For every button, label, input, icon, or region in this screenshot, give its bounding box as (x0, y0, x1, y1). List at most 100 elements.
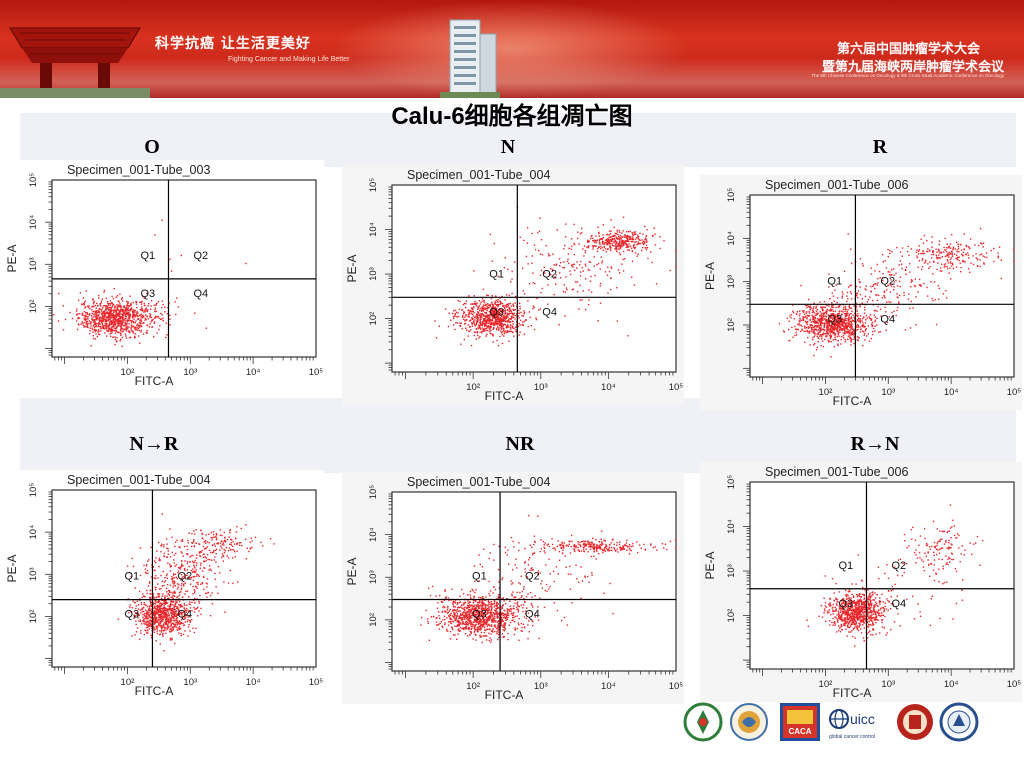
event-dot (499, 335, 501, 338)
event-dot (480, 318, 482, 320)
event-dot (136, 323, 139, 325)
event-dot (645, 237, 647, 240)
event-dot (139, 598, 141, 600)
event-dot (806, 311, 808, 313)
event-dot (593, 240, 595, 242)
event-dot (223, 544, 225, 546)
event-dot (835, 321, 837, 323)
event-dot (166, 334, 168, 336)
event-dot (100, 310, 103, 312)
event-dot (180, 612, 183, 614)
event-dot (599, 243, 601, 245)
event-dot (99, 325, 101, 328)
event-dot (638, 243, 640, 245)
event-dot (77, 316, 80, 319)
event-dot (106, 316, 108, 318)
event-dot (82, 324, 84, 326)
event-dot (133, 309, 135, 311)
event-dot (858, 317, 860, 319)
event-dot (595, 242, 597, 244)
event-dot (532, 282, 534, 284)
slogan-chinese: 科学抗癌 让生活更美好 (155, 36, 311, 52)
event-dot (156, 316, 158, 318)
event-dot (139, 314, 141, 316)
event-dot (168, 594, 171, 596)
event-dot (834, 334, 836, 336)
event-dot (447, 325, 450, 328)
event-dot (831, 326, 833, 329)
event-dot (486, 320, 488, 323)
event-dot (587, 268, 589, 271)
event-dot (230, 544, 232, 546)
event-dot (565, 287, 568, 289)
event-dot (834, 327, 837, 329)
event-dot (512, 323, 514, 325)
event-dot (76, 328, 79, 331)
event-dot (486, 305, 488, 308)
event-dot (509, 307, 511, 309)
event-dot (86, 324, 89, 326)
event-dot (497, 317, 499, 319)
event-dot (167, 609, 169, 611)
event-dot (503, 335, 505, 337)
event-dot (503, 332, 506, 335)
event-dot (826, 310, 828, 312)
event-dot (97, 309, 99, 312)
event-dot (100, 330, 102, 332)
event-dot (172, 613, 174, 615)
event-dot (491, 311, 493, 313)
event-dot (184, 569, 186, 571)
event-dot (231, 549, 233, 551)
event-dot (223, 548, 225, 551)
event-dot (130, 326, 133, 329)
event-dot (155, 303, 157, 305)
event-dot (226, 539, 229, 541)
event-dot (468, 330, 471, 332)
event-dot (117, 312, 119, 314)
event-dot (553, 264, 555, 266)
event-dot (81, 322, 83, 324)
event-dot (834, 323, 837, 325)
event-dot (862, 265, 864, 267)
event-dot (153, 560, 156, 562)
event-dot (899, 260, 901, 262)
event-dot (874, 330, 876, 332)
event-dot (874, 283, 876, 285)
event-dot (832, 330, 834, 332)
event-dot (134, 612, 137, 614)
event-dot (79, 313, 81, 315)
event-dot (196, 573, 198, 575)
event-dot (832, 332, 834, 335)
event-dot (87, 313, 89, 315)
event-dot (860, 328, 862, 331)
event-dot (186, 553, 188, 555)
event-dot (515, 330, 517, 333)
event-dot (132, 325, 135, 327)
event-dot (98, 294, 100, 297)
event-dot (181, 560, 183, 562)
event-dot (194, 602, 196, 604)
event-dot (156, 605, 159, 607)
event-dot (147, 623, 150, 625)
event-dot (99, 323, 101, 325)
event-dot (77, 317, 79, 320)
event-dot (491, 303, 493, 305)
event-dot (164, 595, 166, 597)
event-dot (182, 622, 184, 625)
event-dot (526, 242, 529, 244)
event-dot (472, 307, 474, 309)
event-dot (192, 568, 194, 570)
event-dot (647, 257, 649, 260)
event-dot (141, 309, 144, 312)
event-dot (452, 324, 455, 326)
event-dot (921, 259, 924, 261)
event-dot (932, 273, 934, 275)
event-dot (173, 591, 176, 593)
event-dot (837, 344, 839, 347)
event-dot (81, 321, 84, 323)
event-dot (121, 336, 124, 339)
event-dot (177, 586, 179, 588)
event-dot (626, 246, 629, 248)
event-dot (118, 315, 121, 317)
event-dot (946, 297, 948, 299)
